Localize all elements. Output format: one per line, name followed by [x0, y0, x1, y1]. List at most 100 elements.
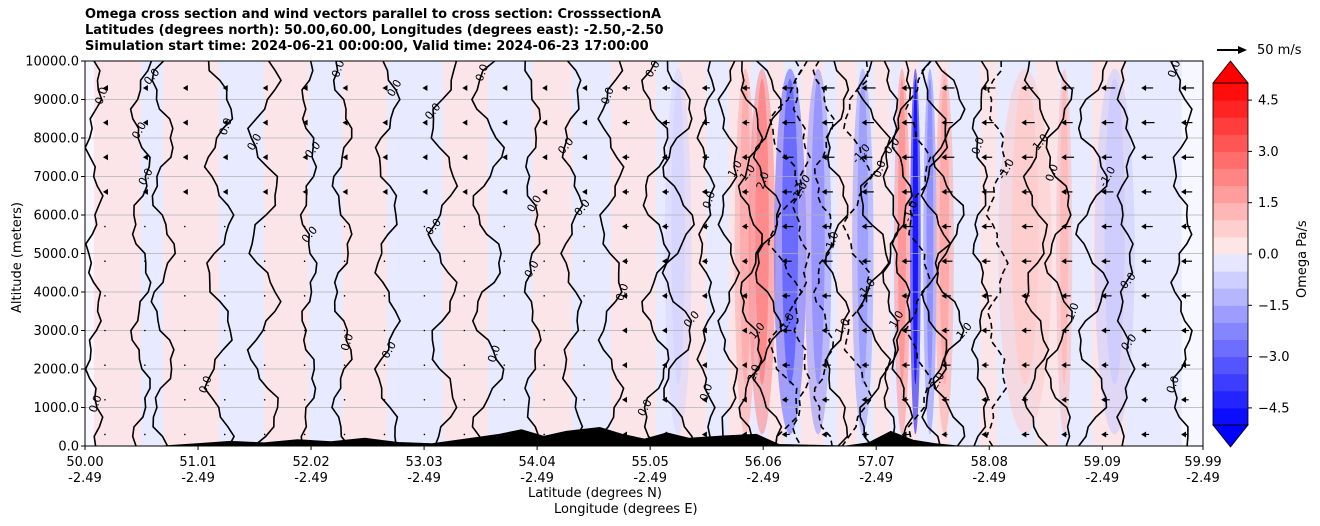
wind-vector-head: [342, 154, 348, 161]
contour-label: 0.0: [92, 85, 110, 106]
y-axis-label: Altitude (meters): [10, 202, 25, 313]
wind-vector-head: [302, 119, 308, 126]
x-tick-label-lon: -2.49: [294, 471, 328, 486]
wind-vector-head: [222, 84, 228, 91]
wind-vector-head: [1141, 154, 1147, 161]
contour-line: [427, 61, 459, 446]
contour-line: [246, 61, 282, 446]
grid-lines: [85, 60, 1203, 447]
wind-vector-dot: [383, 433, 386, 436]
wind-vector-dot: [343, 295, 346, 297]
x-tick-label-lon: -2.49: [68, 471, 102, 486]
wind-vector-head: [1181, 154, 1187, 161]
wind-vector-head: [1181, 258, 1187, 265]
wind-vector-dot: [223, 260, 226, 263]
wind-vector-head: [1061, 327, 1067, 334]
wind-vector-dot: [463, 260, 466, 263]
wind-vector-head: [901, 362, 907, 369]
wind-vector-dot: [503, 329, 506, 332]
wind-vector-head: [1181, 327, 1187, 334]
wind-vector-head: [701, 119, 707, 126]
wind-vector-head: [182, 119, 188, 126]
wind-vector-head: [821, 292, 827, 299]
wind-vector-head: [661, 188, 667, 195]
wind-vector-dot: [184, 260, 186, 263]
wind-vector-head: [1101, 292, 1107, 299]
x-tick-label-lon: -2.49: [1085, 471, 1119, 486]
contour-line: [470, 61, 506, 446]
colorbar-segment: [1213, 322, 1248, 340]
wind-vector-head: [701, 292, 707, 299]
omega-column-core: [897, 78, 906, 385]
wind-vector-head: [1141, 362, 1147, 369]
wind-vector-head: [661, 223, 667, 230]
wind-vectors: [102, 84, 1195, 438]
wind-vector-head: [821, 362, 827, 369]
wind-vector-head: [102, 84, 108, 91]
wind-vector-head: [342, 84, 348, 91]
wind-vector-head: [382, 84, 388, 91]
wind-vector-head: [981, 119, 987, 126]
wind-vector-dot: [423, 225, 426, 228]
wind-vector-dot: [583, 399, 585, 401]
wind-vector-head: [821, 119, 827, 126]
wind-vector-head: [1101, 223, 1107, 230]
wind-vector-head: [142, 119, 148, 126]
wind-vector-head: [1061, 292, 1067, 299]
wind-vector-head: [1021, 223, 1027, 230]
chart-title-line-1: Omega cross section and wind vectors par…: [85, 7, 662, 22]
wind-vector-dot: [583, 329, 585, 332]
wind-vector-head: [701, 396, 707, 403]
wind-vector-head: [901, 154, 907, 161]
wind-vector-head: [542, 188, 548, 195]
wind-vector-dot: [184, 433, 186, 436]
wind-vector-head: [1181, 362, 1187, 369]
wind-vector-dot: [263, 295, 266, 297]
wind-vector-dot: [503, 364, 506, 366]
wind-vector-head: [262, 154, 268, 161]
wind-vector-head: [422, 119, 428, 126]
wind-vector-head: [741, 327, 747, 334]
wind-vector-head: [422, 84, 428, 91]
reference-vector: [1217, 46, 1247, 54]
wind-vector-head: [901, 84, 907, 91]
x-tick-label-lon: -2.49: [1186, 471, 1220, 486]
wind-vector-dot: [303, 364, 306, 366]
wind-vector-head: [182, 84, 188, 91]
wind-vector-head: [981, 327, 987, 334]
x-tick-label-lat: 57.07: [858, 455, 895, 470]
y-axis-ticks: 0.0 1000.0 2000.0 3000.0 4000.0 5000.0 6000.0 7…: [25, 55, 85, 455]
wind-vector-head: [1061, 119, 1067, 126]
colorbar-tick-label: −1.5: [1258, 299, 1290, 314]
x-tick-label-lat: 55.05: [632, 455, 669, 470]
wind-vector-head: [741, 119, 747, 126]
wind-vector-head: [941, 84, 947, 91]
colorbar-tick-label: 3.0: [1258, 145, 1279, 160]
x-tick-label-lat: 51.01: [179, 455, 216, 470]
wind-vector-dot: [144, 260, 146, 263]
wind-vector-head: [382, 119, 388, 126]
wind-vector-head: [622, 292, 628, 299]
y-tick-label: 1000.0: [34, 401, 80, 416]
contour-line: [1170, 61, 1193, 446]
contour-line: [717, 61, 741, 446]
wind-vector-head: [1101, 258, 1107, 265]
terrain: [85, 426, 1203, 446]
wind-vector-dot: [303, 329, 306, 332]
wind-vector-head: [102, 119, 108, 126]
wind-vector-dot: [423, 399, 426, 401]
wind-vector-head: [622, 223, 628, 230]
wind-vector-head: [861, 362, 867, 369]
contour-label: 0.0: [86, 393, 104, 414]
wind-vector-dot: [223, 364, 226, 366]
wind-vector-head: [861, 188, 867, 195]
wind-vector-head: [302, 84, 308, 91]
wind-vector-dot: [263, 433, 266, 436]
wind-vector-head: [1101, 188, 1107, 195]
wind-vector-dot: [223, 399, 226, 401]
wind-vector-head: [741, 362, 747, 369]
wind-vector-head: [622, 119, 628, 126]
contour-line: [920, 61, 952, 446]
wind-vector-head: [781, 223, 787, 230]
x-tick-label-lat: 50.00: [66, 455, 103, 470]
